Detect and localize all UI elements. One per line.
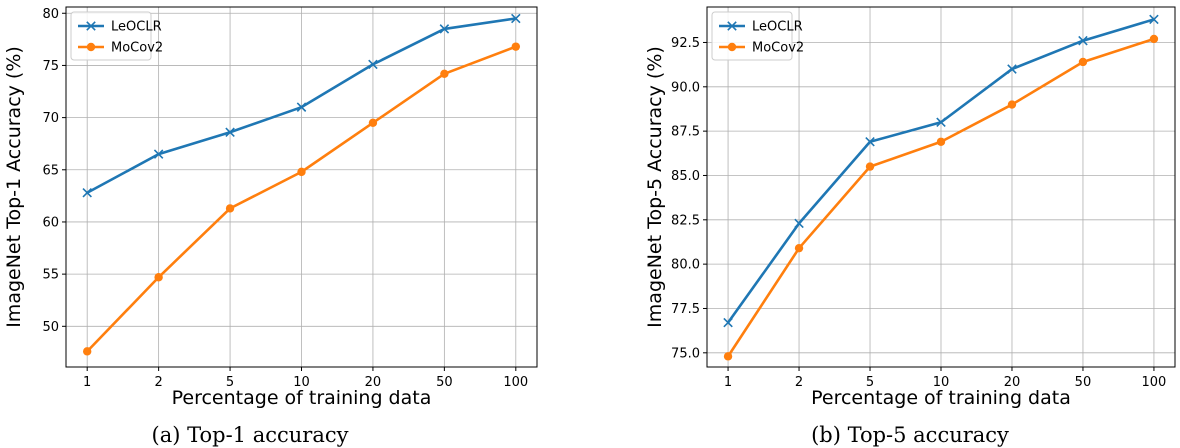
x-tick-label: 50 [436,375,453,390]
y-tick-label: 75.0 [671,346,700,361]
data-point [154,273,163,282]
chart-panel-top5: 1 2 5 10 20 50 100 75.0 77.5 80.0 82.5 85.0 87.5 90.0… [644,6,1176,447]
series-mocov2 [723,34,1159,361]
data-point [723,352,733,361]
legend-label: MoCov2 [111,41,163,56]
legend-marker [86,42,96,52]
y-tick-label: 87.5 [671,125,700,140]
y-tick-label: 60 [42,215,59,230]
x-tick-label: 1 [724,375,732,390]
x-tick-label: 2 [154,375,162,390]
series-leoclr [82,13,521,198]
y-tick-label: 80.0 [671,258,700,273]
data-point [794,218,804,229]
x-tick-label: 5 [866,375,874,390]
data-point [936,117,946,128]
y-tick-label: 77.5 [671,302,700,317]
data-point [368,118,378,128]
data-point [511,42,521,51]
y-tick-label: 82.5 [671,213,700,228]
legend-marker [86,21,96,31]
data-point [936,137,946,146]
data-point [511,13,521,24]
y-tick-label: 90.0 [671,80,700,95]
data-point [297,167,306,177]
y-tick-label: 80 [42,7,59,22]
y-tick-label: 65 [42,163,59,178]
data-point [865,137,875,147]
x-tick-label: 1 [83,375,91,390]
grid [66,7,537,367]
data-point [225,127,235,137]
series-leoclr [723,14,1159,328]
data-point [440,69,449,78]
y-tick-label: 75 [42,59,59,74]
legend: LeOCLR MoCov2 [70,11,163,61]
y-tick-label: 70 [42,111,59,126]
legend-marker [727,42,737,52]
y-axis-label: ImageNet Top-1 Accuracy (%) [3,46,25,328]
figure-caption: (b) Top-5 accuracy [811,423,1009,447]
data-point [439,24,450,34]
y-tick-label: 50 [42,320,59,335]
x-tick-label: 20 [365,375,382,390]
x-tick-label: 100 [503,375,528,390]
data-point [723,317,733,328]
legend-label: MoCov2 [752,41,804,56]
data-point [865,162,875,171]
data-point [1149,14,1159,25]
y-tick-label: 85.0 [671,169,700,184]
x-tick-label: 20 [1004,375,1021,390]
x-axis-label: Percentage of training data [811,387,1071,409]
data-point [1078,35,1088,46]
x-tick-label: 5 [226,375,234,390]
legend-marker [727,21,737,31]
data-point [153,149,164,159]
x-tick-label: 10 [293,375,310,390]
y-axis-label: ImageNet Top-5 Accuracy (%) [644,46,666,328]
y-tick-label: 55 [42,268,59,283]
legend: LeOCLR MoCov2 [711,11,804,61]
data-point [1149,34,1159,44]
series-mocov2 [82,42,521,356]
x-axis-label: Percentage of training data [172,387,432,409]
data-point [1078,57,1088,67]
x-tick-label: 100 [1142,375,1167,390]
data-point [225,204,235,213]
data-point [1007,64,1017,74]
data-point [296,102,307,112]
legend-label: LeOCLR [752,20,803,35]
data-point [82,187,92,198]
legend-label: LeOCLR [111,20,162,35]
grid [707,7,1175,367]
data-point [1007,100,1017,109]
figure-caption: (a) Top-1 accuracy [152,423,349,447]
x-tick-label: 50 [1075,375,1092,390]
y-tick-label: 92.5 [671,36,700,51]
x-tick-label: 10 [933,375,950,390]
data-point [368,59,378,70]
data-point [82,347,92,356]
data-point [794,243,804,253]
x-tick-label: 2 [795,375,803,390]
chart-panel-top1: 1 2 5 10 20 50 100 50 55 60 65 70 75 80 Percentage of … [3,6,538,447]
